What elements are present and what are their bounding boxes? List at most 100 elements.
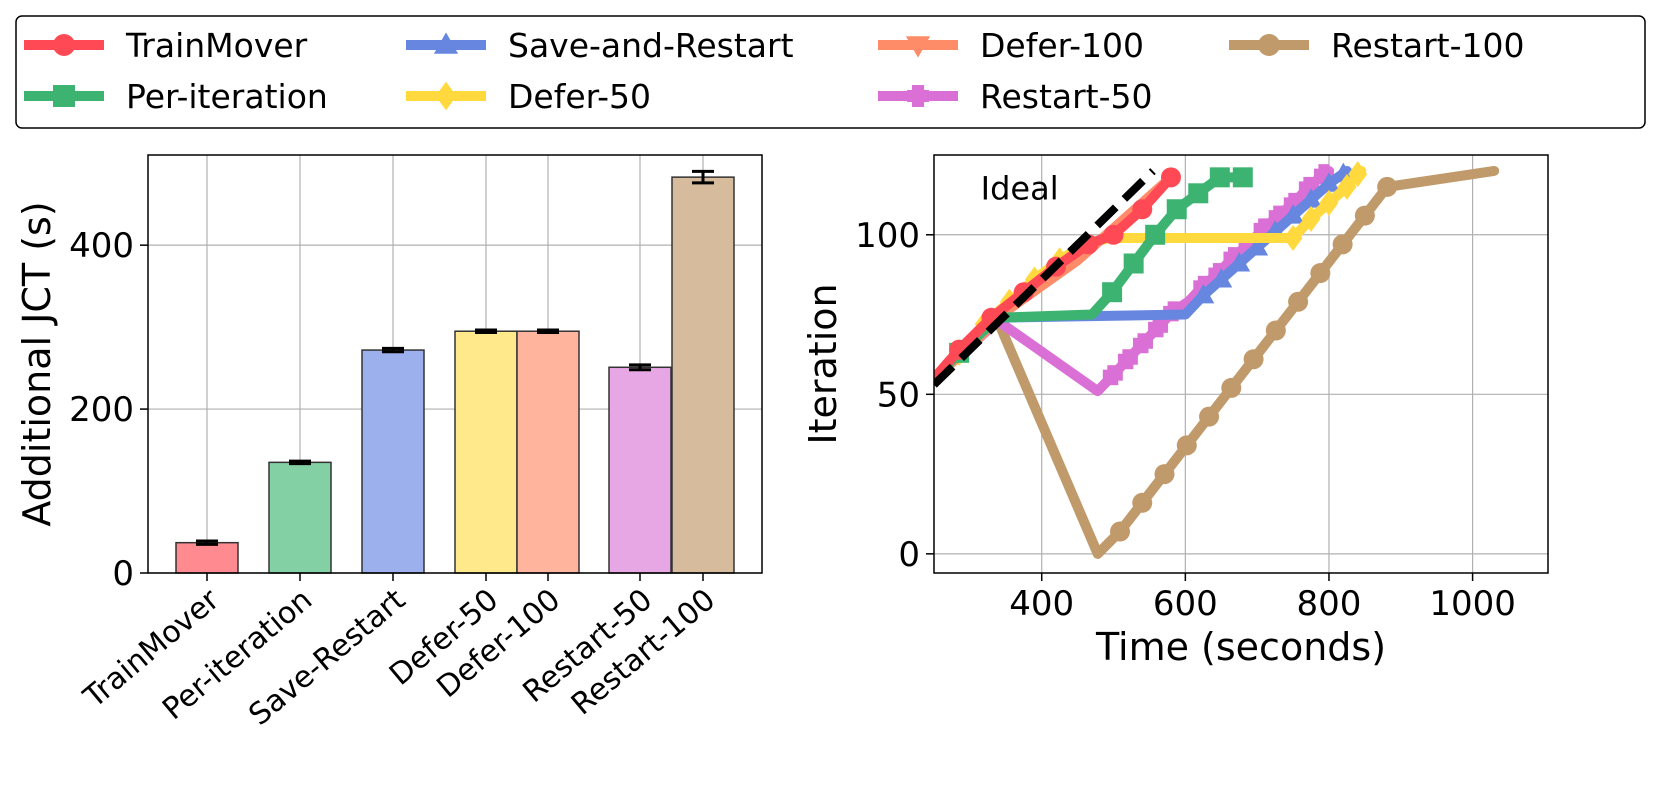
series-marker-restart-100-1	[1132, 492, 1153, 513]
series-marker-restart-100-3	[1176, 435, 1197, 456]
series-marker-restart-50-12-v	[1303, 176, 1315, 197]
line-chart-ylabel: Iteration	[801, 283, 845, 444]
series-marker-defer-50-9	[1348, 161, 1368, 188]
bar-ytick-label-2: 400	[69, 226, 134, 266]
bar-chart-frame	[147, 154, 763, 574]
bar-save-restart	[361, 349, 425, 574]
series-marker-restart-50-7-v	[1227, 247, 1239, 268]
line-chart-ticks: 400 600 800 1000 0 50 100	[855, 216, 1516, 624]
legend-label-defer-100: Defer-100	[980, 26, 1144, 65]
series-marker-save-and-restart-0	[1192, 283, 1215, 304]
series-marker-restart-50-1-v	[1122, 349, 1134, 370]
series-marker-trainmover-5	[1103, 224, 1124, 245]
series-marker-restart-50-10-v	[1273, 205, 1285, 226]
series-marker-restart-50-9	[1253, 218, 1274, 239]
legend-marker-per-iteration	[53, 85, 75, 107]
legend-label-restart-50: Restart-50	[980, 77, 1153, 116]
series-marker-save-and-restart-3	[1246, 236, 1269, 256]
errorbar-6	[692, 169, 714, 185]
series-marker-per-iteration-4	[1166, 199, 1187, 220]
legend-label-per-iteration: Per-iteration	[126, 77, 328, 116]
series-marker-restart-50-2-v	[1137, 333, 1149, 354]
legend-item-defer-100: Defer-100	[878, 26, 1144, 65]
series-marker-per-iteration-5	[1188, 183, 1209, 204]
series-marker-restart-100-7	[1265, 320, 1286, 341]
bar-chart-bars	[175, 169, 735, 574]
series-marker-restart-100-10	[1332, 234, 1353, 255]
legend-label-restart-100: Restart-100	[1331, 26, 1525, 65]
series-marker-save-and-restart-5	[1282, 204, 1305, 224]
bar-restart-50	[608, 366, 672, 574]
legend-marker-defer-50	[435, 81, 457, 111]
series-marker-restart-50-9-v	[1258, 218, 1270, 239]
bar-defer-50	[454, 330, 518, 574]
ideal-annotation: Ideal	[981, 170, 1059, 208]
legend-item-restart-100: Restart-100	[1229, 26, 1525, 65]
legend: TrainMover Save-and-Restart Defer-100 Resta…	[15, 15, 1646, 129]
legend-label-trainmover: TrainMover	[125, 26, 308, 65]
series-marker-restart-100-2	[1154, 464, 1175, 485]
series-marker-trainmover-6	[1132, 199, 1153, 220]
series-marker-restart-50-0-v	[1107, 365, 1119, 386]
series-marker-restart-50-10	[1268, 205, 1289, 226]
legend-marker-save-and-restart	[433, 32, 459, 54]
legend-items: TrainMover Save-and-Restart Defer-100 Resta…	[24, 26, 1525, 116]
series-marker-restart-100-9	[1310, 263, 1331, 284]
series-marker-restart-100-5	[1221, 377, 1242, 398]
series-marker-trainmover-7	[1160, 167, 1181, 188]
series-marker-restart-50-13	[1313, 164, 1334, 185]
series-marker-defer-50-7	[1319, 189, 1339, 216]
errorbar-1	[289, 459, 311, 466]
legend-marker-restart-50-v	[911, 85, 925, 107]
bar-ytick-label-0: 0	[112, 554, 134, 594]
series-marker-restart-100-8	[1288, 291, 1309, 312]
line-ytick-label-0: 0	[898, 535, 920, 575]
line-chart-frame	[933, 154, 1549, 574]
legend-item-defer-50: Defer-50	[406, 77, 651, 116]
series-marker-per-iteration-2	[1123, 253, 1144, 274]
bar-xtick-label-2: Save-Restart	[242, 582, 412, 733]
bar-defer-100	[516, 330, 580, 574]
series-marker-defer-50-8	[1337, 173, 1357, 200]
series-marker-restart-50-3-v	[1152, 317, 1164, 338]
series-marker-restart-50-8	[1238, 234, 1259, 255]
series-marker-per-iteration-3	[1145, 224, 1166, 245]
series-marker-save-and-restart-2	[1228, 251, 1251, 272]
series-marker-restart-50-0	[1102, 365, 1123, 386]
line-chart-grid	[934, 155, 1548, 573]
series-marker-restart-50-11	[1283, 192, 1304, 213]
series-marker-per-iteration-7	[1232, 167, 1253, 188]
line-xtick-label-3: 1000	[1429, 584, 1516, 624]
series-marker-per-iteration-1	[1102, 282, 1123, 303]
series-trainmover	[934, 167, 1181, 384]
legend-marker-defer-100	[905, 36, 931, 58]
bar-trainmover	[175, 541, 239, 574]
ideal-line	[934, 168, 1156, 388]
legend-label-save-and-restart: Save-and-Restart	[508, 26, 794, 65]
bar-restart-100	[671, 176, 735, 574]
bar-ytick-label-1: 200	[69, 390, 134, 430]
errorbar-0	[196, 539, 218, 546]
legend-item-per-iteration: Per-iteration	[24, 77, 328, 116]
legend-label-defer-50: Defer-50	[508, 77, 651, 116]
bar-chart: 0200400TrainMoverPer-iterationSave-Resta…	[15, 154, 763, 733]
line-ytick-label-1: 50	[877, 375, 920, 415]
series-marker-restart-50-3	[1148, 317, 1169, 338]
series-marker-restart-50-7	[1223, 247, 1244, 268]
errorbar-4	[537, 328, 559, 334]
series-marker-restart-50-8-v	[1243, 234, 1255, 255]
bar-per-iteration	[268, 461, 332, 574]
series-marker-restart-100-11	[1354, 205, 1375, 226]
series-marker-per-iteration-6	[1209, 167, 1230, 188]
series-marker-restart-50-2	[1132, 333, 1153, 354]
legend-item-trainmover: TrainMover	[24, 26, 308, 65]
errorbar-3	[475, 328, 497, 334]
series-marker-restart-50-1	[1117, 349, 1138, 370]
line-xtick-label-2: 800	[1297, 584, 1362, 624]
series-marker-restart-50-11-v	[1288, 192, 1300, 213]
line-chart-series	[934, 161, 1500, 559]
line-chart-xlabel: Time (seconds)	[1095, 625, 1386, 669]
errorbar-5	[629, 363, 651, 372]
series-marker-restart-100-6	[1243, 349, 1264, 370]
